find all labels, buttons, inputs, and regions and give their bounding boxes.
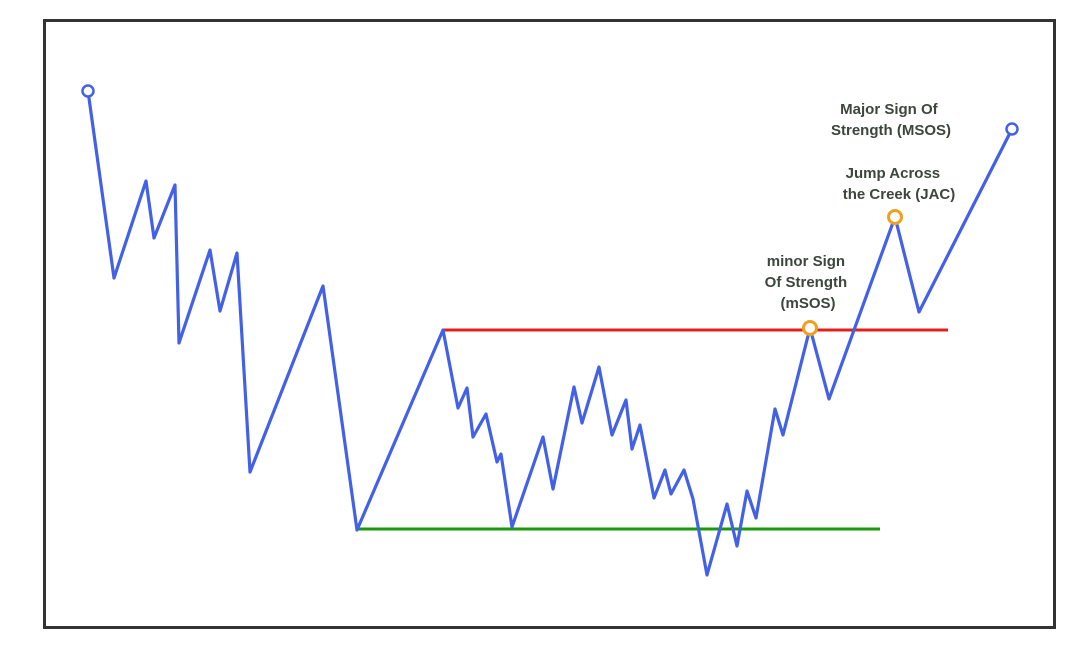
jac-label: Jump Across the Creek (JAC) (843, 165, 956, 203)
end-marker (1005, 122, 1019, 136)
price-path (86, 89, 1014, 577)
start-marker (81, 84, 95, 98)
major-sos-label: Major Sign Of Strength (MSOS) (831, 101, 951, 139)
minor-sos-label-line1: minor Sign (767, 253, 845, 270)
diagram-frame (43, 19, 1056, 629)
minor-sos-label: minor Sign Of Strength (mSOS) (765, 253, 852, 312)
jac-label-line1: Jump Across (846, 165, 940, 182)
minor-sos-label-line3: (mSOS) (780, 295, 835, 312)
msos-minor-marker (802, 320, 818, 336)
major-sos-label-line2: Strength (MSOS) (831, 122, 951, 139)
jac-label-line2: the Creek (JAC) (843, 186, 956, 203)
jac-marker (887, 209, 903, 225)
major-sos-label-line1: Major Sign Of (840, 101, 939, 118)
minor-sos-label-line2: Of Strength (765, 274, 848, 291)
